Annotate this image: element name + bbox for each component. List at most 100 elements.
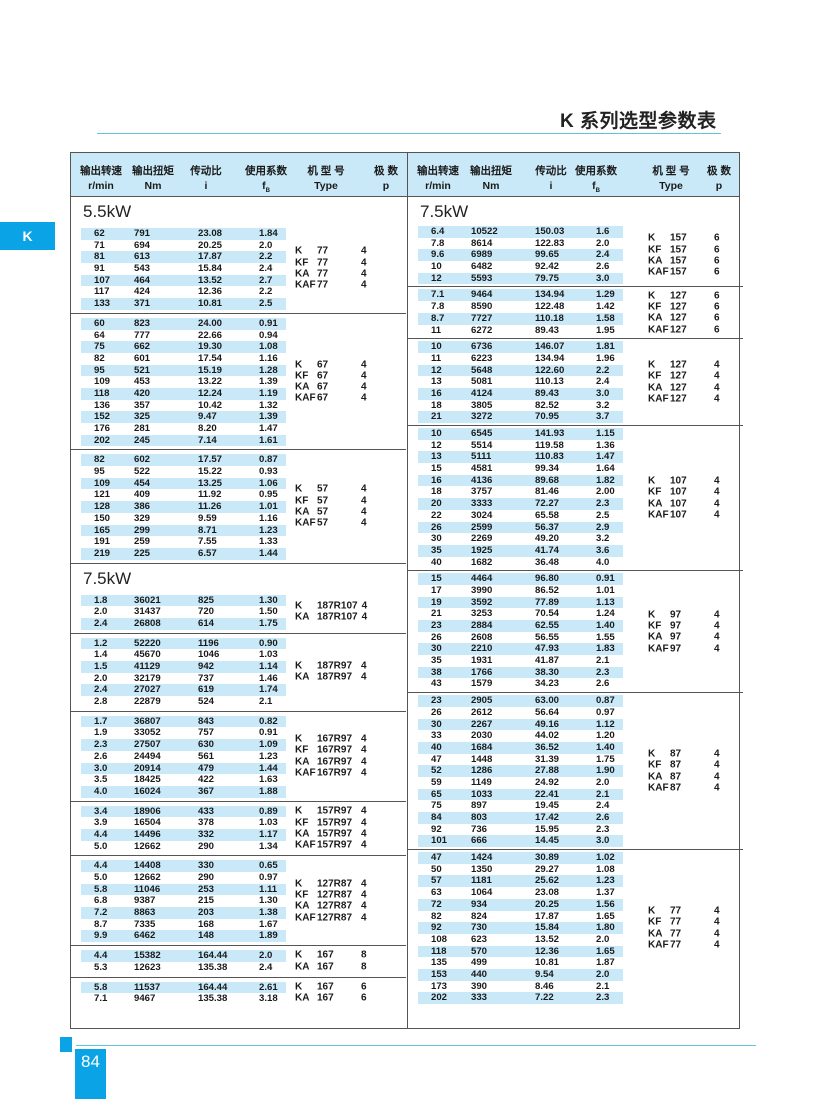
cell-ratio: 27.88 xyxy=(535,765,560,777)
model-prefix: KF xyxy=(648,916,662,928)
cell-speed: 101 xyxy=(431,835,448,847)
cell-torque: 454 xyxy=(134,477,151,489)
model-poles: 4 xyxy=(714,498,720,510)
cell-speed: 1.4 xyxy=(94,649,108,661)
model-type: K 67 4 xyxy=(295,359,367,370)
cell-service-factor: 2.3 xyxy=(596,498,610,510)
cell-torque: 52220 xyxy=(134,637,161,649)
model-prefix: K xyxy=(648,232,656,244)
cell-service-factor: 1.44 xyxy=(259,762,278,774)
cell-torque: 281 xyxy=(134,423,151,434)
gear-unit-group: 7.1 9464 134.94 1.29 7.8 8590 122.48 1.42 8.7 772… xyxy=(408,287,743,340)
cell-speed: 60 xyxy=(94,317,105,329)
model-size: 87 xyxy=(670,759,682,771)
table-row: 117 424 12.36 2.2 xyxy=(81,286,286,298)
cell-torque: 1579 xyxy=(471,678,493,690)
table-row: 75 662 19.30 1.08 xyxy=(81,341,286,353)
model-size: 57 xyxy=(317,506,329,518)
cell-ratio: 8.46 xyxy=(535,980,554,992)
cell-torque: 2269 xyxy=(471,533,493,545)
cell-speed: 152 xyxy=(94,411,111,423)
cell-speed: 202 xyxy=(94,434,111,446)
cell-service-factor: 2.6 xyxy=(596,261,610,273)
cell-torque: 11537 xyxy=(134,981,161,993)
cell-service-factor: 0.89 xyxy=(259,805,278,817)
table-row: 82 824 17.87 1.65 xyxy=(418,911,623,923)
model-size: 157R97 xyxy=(317,839,353,851)
model-poles: 4 xyxy=(361,279,367,291)
section-tab: K xyxy=(0,222,55,250)
cell-service-factor: 2.5 xyxy=(596,509,610,521)
cell-torque: 1925 xyxy=(471,544,493,556)
model-prefix: KA xyxy=(648,312,663,324)
cell-ratio: 25.62 xyxy=(535,875,560,887)
model-type: KA 127 6 xyxy=(648,313,720,324)
table-row: 26 2612 56.64 0.97 xyxy=(418,707,623,719)
gear-unit-group: 10 6736 146.07 1.81 11 6223 134.94 1.96 12 5648 12… xyxy=(408,339,743,426)
model-prefix: K xyxy=(648,748,656,760)
cell-ratio: 12.24 xyxy=(198,387,223,399)
gear-unit-group: 1.2 52220 1196 0.90 1.4 45670 1046 1.03 1.5 41129… xyxy=(71,634,406,712)
cell-ratio: 378 xyxy=(198,817,215,829)
cell-service-factor: 1.01 xyxy=(259,501,278,513)
cell-ratio: 290 xyxy=(198,872,215,883)
table-row: 9.6 6989 99.65 2.4 xyxy=(418,249,623,262)
table-row: 71 694 20.25 2.0 xyxy=(81,240,286,252)
cell-ratio: 10.81 xyxy=(198,298,223,310)
cell-speed: 5.0 xyxy=(94,872,108,883)
model-size: 87 xyxy=(670,748,682,760)
cell-ratio: 630 xyxy=(198,739,215,751)
model-type: KA 167 8 xyxy=(295,961,367,972)
table-row: 50 1350 29.27 1.08 xyxy=(418,864,623,876)
table-row: 6.4 10522 150.03 1.6 xyxy=(418,226,623,238)
cell-speed: 11 xyxy=(431,352,442,364)
cell-torque: 662 xyxy=(134,341,151,353)
header-speed-unit: r/min xyxy=(425,180,451,192)
model-prefix: KA xyxy=(295,828,310,840)
cell-speed: 62 xyxy=(94,228,105,239)
cell-torque: 1931 xyxy=(471,655,493,667)
cell-torque: 11046 xyxy=(134,883,161,895)
table-row: 63 1064 23.08 1.37 xyxy=(418,887,623,899)
cell-service-factor: 1.44 xyxy=(259,547,278,559)
table-row: 16 4136 89.68 1.82 xyxy=(418,474,623,487)
table-row: 118 570 12.36 1.65 xyxy=(418,945,623,958)
cell-torque: 694 xyxy=(134,239,151,251)
cell-ratio: 49.20 xyxy=(535,533,560,545)
model-poles: 4 xyxy=(361,878,367,890)
cell-torque: 18906 xyxy=(134,805,161,817)
table-row: 2.4 27027 619 1.74 xyxy=(81,684,286,697)
cell-service-factor: 1.29 xyxy=(596,289,615,301)
cell-service-factor: 1.38 xyxy=(259,907,278,919)
cell-service-factor: 2.61 xyxy=(259,981,278,993)
cell-service-factor: 1.81 xyxy=(596,341,615,353)
cell-ratio: 15.84 xyxy=(535,922,560,934)
cell-ratio: 122.83 xyxy=(535,237,565,249)
cell-torque: 22879 xyxy=(134,696,161,708)
table-row: 5.0 12662 290 1.34 xyxy=(81,841,286,853)
table-row: 7.2 8863 203 1.38 xyxy=(81,907,286,919)
cell-speed: 75 xyxy=(94,341,105,353)
cell-ratio: 65.58 xyxy=(535,509,560,521)
model-type: K 167 8 xyxy=(295,950,367,961)
table-row: 26 2608 56.55 1.55 xyxy=(418,632,623,644)
cell-service-factor: 1.24 xyxy=(596,608,615,620)
cell-speed: 57 xyxy=(431,875,442,887)
table-row: 35 1925 41.74 3.6 xyxy=(418,544,623,557)
cell-ratio: 6.57 xyxy=(198,547,217,559)
model-type: KAF 97 4 xyxy=(648,643,720,654)
gear-unit-group: 23 2905 63.00 0.87 26 2612 56.64 0.97 30 2267 49.1… xyxy=(408,693,743,851)
cell-speed: 12 xyxy=(431,439,442,451)
header-ratio-unit: i xyxy=(549,180,553,192)
model-size: 107 xyxy=(670,509,687,521)
model-size: 127R87 xyxy=(317,878,353,890)
cell-ratio: 30.89 xyxy=(535,852,560,864)
model-poles: 4 xyxy=(714,359,720,371)
cell-speed: 71 xyxy=(94,239,105,251)
cell-torque: 824 xyxy=(471,910,488,922)
gear-unit-group: 10 6545 141.93 1.15 12 5514 119.58 1.36 13 5111 11… xyxy=(408,426,743,572)
cell-speed: 47 xyxy=(431,852,442,864)
cell-ratio: 843 xyxy=(198,715,215,727)
header-type-unit: Type xyxy=(314,180,338,192)
model-prefix: KA xyxy=(295,506,310,518)
